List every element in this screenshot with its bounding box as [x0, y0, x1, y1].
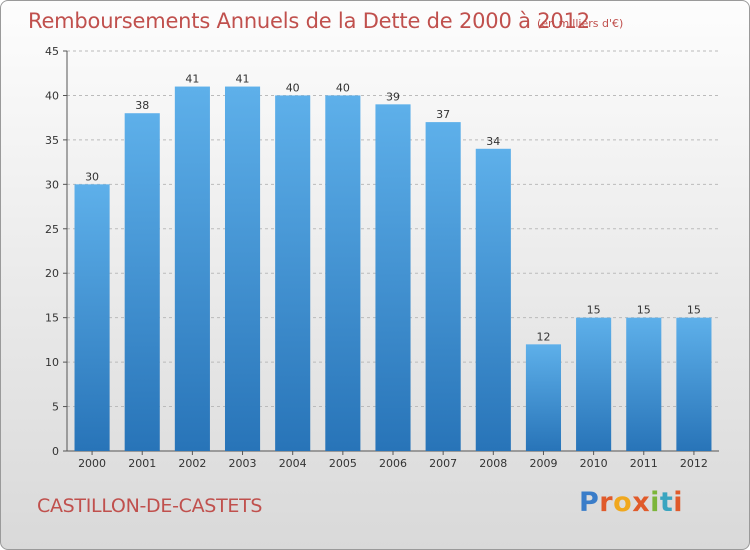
x-tick-label: 2012: [680, 457, 708, 470]
y-tick-label: 10: [45, 356, 59, 369]
bar: [475, 148, 511, 451]
logo-letter: x: [632, 487, 651, 518]
x-tick-label: 2009: [529, 457, 557, 470]
x-tick-label: 2005: [329, 457, 357, 470]
y-tick-label: 0: [52, 445, 59, 458]
bar-value-label: 37: [436, 108, 450, 121]
logo-letter: i: [650, 487, 660, 518]
bar-value-label: 15: [687, 304, 701, 317]
y-tick-label: 20: [45, 267, 59, 280]
bar-value-label: 30: [85, 170, 99, 183]
bar: [576, 317, 612, 451]
y-tick-label: 40: [45, 89, 59, 102]
bar-value-label: 34: [486, 135, 500, 148]
logo-letter: i: [673, 487, 684, 518]
bar: [174, 86, 210, 452]
x-tick-label: 2003: [229, 457, 257, 470]
bar: [224, 86, 261, 452]
proxiti-logo: Proxiti: [579, 487, 683, 518]
bar-value-label: 38: [135, 99, 149, 112]
bar-value-label: 12: [536, 330, 550, 343]
bar: [124, 113, 160, 451]
y-tick-label: 25: [45, 223, 59, 236]
bar: [325, 95, 361, 451]
bar: [626, 317, 662, 451]
bar: [275, 95, 311, 451]
bar-value-label: 41: [236, 73, 250, 86]
y-tick-label: 35: [45, 134, 59, 147]
bar: [676, 317, 712, 451]
logo-letter: o: [613, 487, 633, 518]
bar-value-label: 15: [587, 304, 601, 317]
bar-value-label: 15: [637, 304, 651, 317]
x-tick-label: 2004: [279, 457, 307, 470]
bar-value-label: 41: [185, 73, 199, 86]
logo-letter: r: [599, 487, 614, 518]
bar: [74, 184, 110, 452]
bar: [375, 104, 411, 451]
y-tick-label: 30: [45, 178, 59, 191]
x-tick-label: 2008: [479, 457, 507, 470]
logo-letter: t: [659, 487, 674, 518]
x-tick-label: 2002: [178, 457, 206, 470]
x-tick-label: 2007: [429, 457, 457, 470]
bar-value-label: 39: [386, 90, 400, 103]
bar: [525, 344, 562, 451]
x-tick-label: 2011: [630, 457, 658, 470]
bar-value-label: 40: [286, 81, 300, 94]
y-tick-label: 45: [45, 45, 59, 58]
x-tick-label: 2010: [580, 457, 608, 470]
x-tick-label: 2006: [379, 457, 407, 470]
bar-value-label: 40: [336, 81, 350, 94]
x-tick-label: 2001: [128, 457, 156, 470]
x-tick-label: 2000: [78, 457, 106, 470]
chart-title: Remboursements Annuels de la Dette de 20…: [28, 9, 590, 33]
y-tick-label: 15: [45, 312, 59, 325]
logo-letter: P: [579, 487, 600, 518]
bar: [425, 122, 461, 451]
y-tick-label: 5: [52, 401, 59, 414]
chart-subtitle: (en milliers d'€): [537, 17, 624, 30]
commune-name: CASTILLON-DE-CASTETS: [37, 495, 263, 517]
